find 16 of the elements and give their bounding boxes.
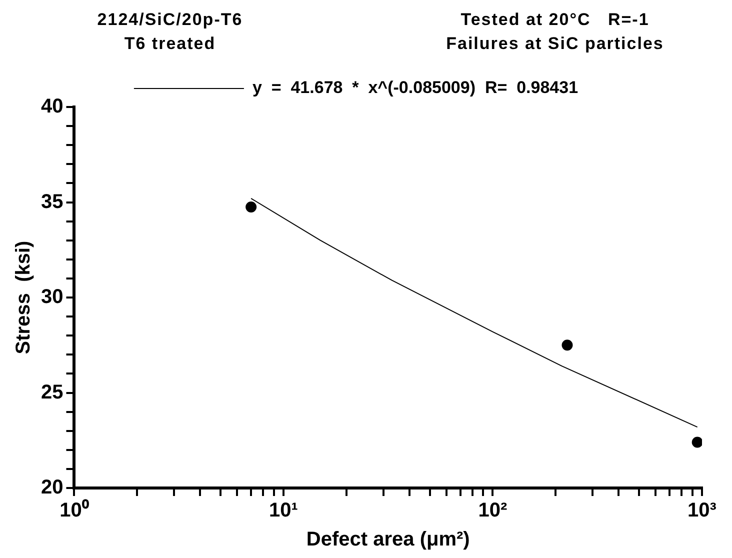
x-tick-label: 10¹: [269, 500, 298, 522]
chart-title: 2124/SiC/20p-T6: [96, 9, 244, 31]
x-tick-label: 10²: [478, 500, 508, 522]
y-tick-label: 40: [40, 96, 64, 118]
chart-subtitle: T6 treated: [123, 33, 217, 55]
text: y = 41.678 * x^(-0.085009) R= 0.98431: [252, 78, 578, 98]
x-axis-title: Defect area (μm²): [306, 528, 470, 551]
text: Failures at SiC particles: [445, 33, 665, 55]
y-tick-label: 30: [40, 286, 64, 308]
y-axis-title: Stress (ksi): [12, 240, 35, 354]
y-tick-label: 35: [40, 190, 64, 213]
y-tick-label: 25: [40, 381, 64, 404]
text: Tested at 20°C R=-1: [460, 9, 650, 31]
x-tick-label: 10⁰: [60, 498, 89, 522]
x-tick-label: 10³: [688, 500, 717, 522]
y-tick-label: 20: [40, 476, 64, 499]
